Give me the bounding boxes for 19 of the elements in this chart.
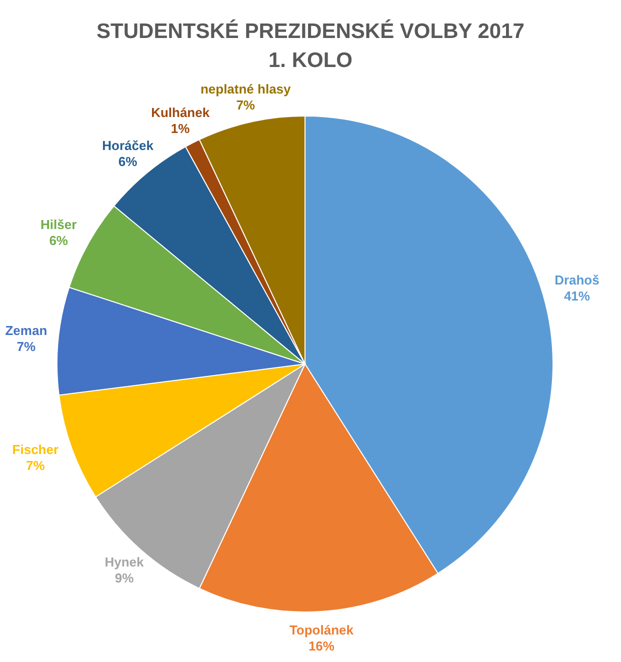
slice-label: Fischer — [12, 442, 59, 457]
data-label: 16% — [308, 638, 335, 654]
slice-label: Horáček — [102, 138, 154, 153]
data-label: 7% — [236, 98, 256, 113]
slice-label: Kulhánek — [151, 104, 210, 120]
slice-label: Zeman — [5, 323, 48, 338]
data-label: 7% — [16, 339, 36, 354]
data-label: 1% — [170, 120, 190, 136]
data-label: 6% — [118, 154, 138, 169]
data-label: 9% — [114, 570, 134, 586]
slice-label: Drahoš — [554, 272, 600, 288]
data-label: 7% — [26, 458, 46, 473]
slice-label: neplatné hlasy — [200, 82, 292, 97]
slice-label: Hilšer — [40, 217, 77, 232]
data-label: 6% — [49, 233, 68, 248]
chart-title: STUDENTSKÉ PREZIDENSKÉ VOLBY 2017 1. KOLO — [96, 19, 524, 72]
slice-label: Topolánek — [289, 622, 354, 638]
slice-label: Hynek — [104, 554, 145, 570]
data-label: 41% — [564, 288, 590, 304]
